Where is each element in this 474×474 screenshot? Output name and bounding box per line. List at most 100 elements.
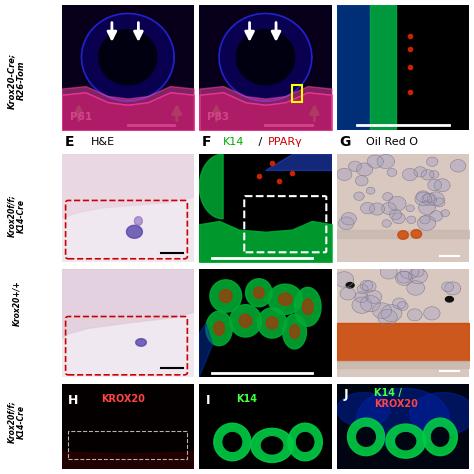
- Polygon shape: [294, 287, 321, 326]
- Text: KROX20: KROX20: [374, 399, 418, 410]
- Polygon shape: [223, 433, 242, 451]
- Polygon shape: [418, 216, 436, 230]
- Polygon shape: [434, 179, 450, 192]
- Text: Krox20+/+: Krox20+/+: [12, 281, 21, 326]
- Bar: [370, 5, 396, 130]
- Polygon shape: [354, 192, 364, 201]
- Polygon shape: [99, 30, 157, 85]
- Polygon shape: [397, 302, 408, 310]
- Text: H&E: H&E: [91, 137, 115, 147]
- Polygon shape: [82, 13, 174, 101]
- Polygon shape: [370, 203, 384, 215]
- Polygon shape: [407, 216, 416, 224]
- Polygon shape: [446, 297, 453, 302]
- Polygon shape: [246, 279, 272, 307]
- Polygon shape: [367, 155, 383, 168]
- Polygon shape: [135, 217, 142, 225]
- Polygon shape: [337, 168, 352, 181]
- Polygon shape: [62, 154, 194, 219]
- Polygon shape: [254, 287, 264, 298]
- Polygon shape: [400, 264, 419, 279]
- Text: KROX20: KROX20: [101, 394, 145, 404]
- Polygon shape: [356, 175, 368, 186]
- Bar: [337, 5, 370, 130]
- Polygon shape: [373, 303, 392, 319]
- Polygon shape: [402, 168, 418, 181]
- Polygon shape: [441, 210, 449, 217]
- Polygon shape: [268, 284, 302, 314]
- Polygon shape: [423, 418, 457, 456]
- Bar: [292, 85, 302, 102]
- Polygon shape: [429, 171, 439, 178]
- Polygon shape: [352, 297, 372, 313]
- Text: Oil Red O: Oil Red O: [366, 137, 418, 147]
- Polygon shape: [397, 271, 411, 283]
- Text: F: F: [202, 135, 211, 149]
- Text: I: I: [206, 394, 210, 407]
- Polygon shape: [422, 193, 437, 205]
- Text: Krox20f/f;
K14-Cre: Krox20f/f; K14-Cre: [7, 194, 26, 237]
- Polygon shape: [357, 285, 368, 294]
- Polygon shape: [378, 310, 397, 325]
- Polygon shape: [434, 198, 445, 207]
- Polygon shape: [357, 428, 375, 446]
- Polygon shape: [302, 299, 313, 315]
- Polygon shape: [450, 160, 466, 172]
- Polygon shape: [421, 170, 434, 180]
- Polygon shape: [392, 213, 405, 224]
- Polygon shape: [398, 231, 409, 239]
- Text: P83: P83: [207, 112, 229, 122]
- Polygon shape: [382, 202, 396, 214]
- Polygon shape: [361, 202, 374, 214]
- Polygon shape: [411, 266, 424, 277]
- Polygon shape: [290, 325, 299, 338]
- Polygon shape: [262, 437, 283, 454]
- Polygon shape: [377, 155, 394, 169]
- Text: H: H: [68, 394, 79, 407]
- Polygon shape: [266, 317, 278, 329]
- Polygon shape: [62, 452, 194, 469]
- Polygon shape: [360, 296, 380, 312]
- Polygon shape: [62, 269, 194, 339]
- Polygon shape: [219, 13, 312, 101]
- Polygon shape: [366, 291, 382, 303]
- Polygon shape: [362, 281, 376, 292]
- Polygon shape: [392, 298, 406, 309]
- Text: Krox20f/f;
K14-Cre: Krox20f/f; K14-Cre: [7, 401, 26, 443]
- Polygon shape: [431, 428, 449, 446]
- Polygon shape: [237, 30, 294, 85]
- Polygon shape: [381, 305, 402, 321]
- Text: K14: K14: [237, 394, 257, 404]
- Polygon shape: [445, 282, 461, 295]
- Polygon shape: [278, 293, 292, 305]
- Polygon shape: [388, 196, 406, 211]
- Polygon shape: [366, 187, 375, 194]
- Polygon shape: [396, 271, 413, 285]
- Polygon shape: [424, 194, 434, 202]
- Polygon shape: [415, 192, 432, 206]
- Polygon shape: [406, 205, 414, 212]
- Polygon shape: [390, 210, 401, 219]
- Text: G: G: [339, 135, 351, 149]
- Polygon shape: [199, 154, 223, 219]
- Polygon shape: [408, 309, 422, 321]
- Text: P61: P61: [70, 112, 91, 122]
- Polygon shape: [430, 210, 443, 221]
- Polygon shape: [337, 392, 390, 427]
- Polygon shape: [297, 433, 314, 451]
- Polygon shape: [265, 154, 332, 170]
- Polygon shape: [338, 217, 354, 229]
- Polygon shape: [382, 220, 391, 227]
- Polygon shape: [424, 307, 440, 320]
- Text: K14 /: K14 /: [374, 388, 402, 398]
- Polygon shape: [410, 392, 474, 435]
- Polygon shape: [360, 280, 373, 291]
- Polygon shape: [230, 305, 262, 337]
- Polygon shape: [214, 423, 251, 461]
- Polygon shape: [349, 161, 361, 172]
- Polygon shape: [357, 388, 449, 448]
- Text: Krox20-Cre;
R26-Tom: Krox20-Cre; R26-Tom: [7, 53, 26, 109]
- Polygon shape: [409, 268, 428, 283]
- Polygon shape: [341, 213, 356, 225]
- Polygon shape: [420, 216, 430, 224]
